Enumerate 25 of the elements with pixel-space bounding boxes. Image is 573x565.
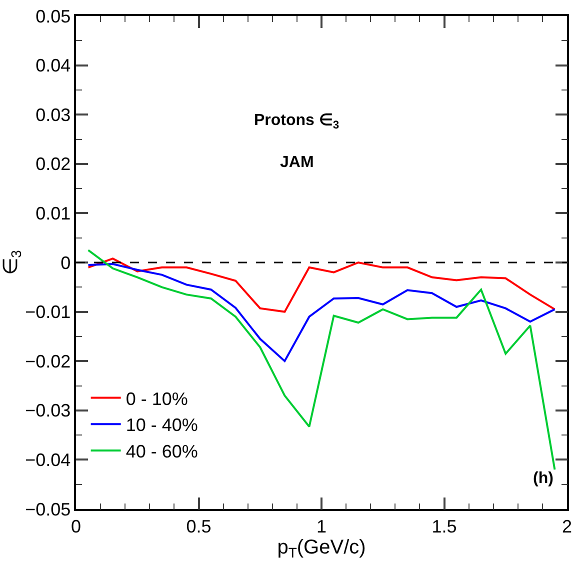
annotation: JAM [280,154,314,171]
legend-label: 0 - 10% [126,388,188,409]
y-tick-label: 0 [60,252,71,273]
annotation: (h) [533,470,554,487]
annotation: Protons ∈$_{3}$ [254,112,340,132]
legend-label: 10 - 40% [126,415,198,436]
x-tick-label: 0.5 [186,516,212,536]
line-series [87,262,556,362]
y-tick-label: 0.01 [36,204,71,224]
legend-label: 40 - 60% [126,442,198,462]
x-tick-label: 1 [316,516,327,536]
x-axis-title: p$_{T}$(GeV/c) [277,536,366,561]
y-tick-label: −0.02 [25,351,71,372]
line-series [87,258,556,313]
y-tick-label: 0.02 [36,154,71,174]
y-tick-label: −0.03 [25,400,71,421]
y-tick-label: 0.04 [36,56,71,76]
y-tick-label: −0.01 [25,302,71,322]
y-tick-label: −0.05 [25,499,71,520]
x-tick-label: 1.5 [432,516,457,536]
y-tick-label: −0.04 [25,450,71,470]
y-tick-label: 0.03 [36,104,71,125]
x-tick-label: 2 [562,516,572,536]
line-series [87,249,556,471]
y-tick-label: 0.05 [36,6,71,26]
